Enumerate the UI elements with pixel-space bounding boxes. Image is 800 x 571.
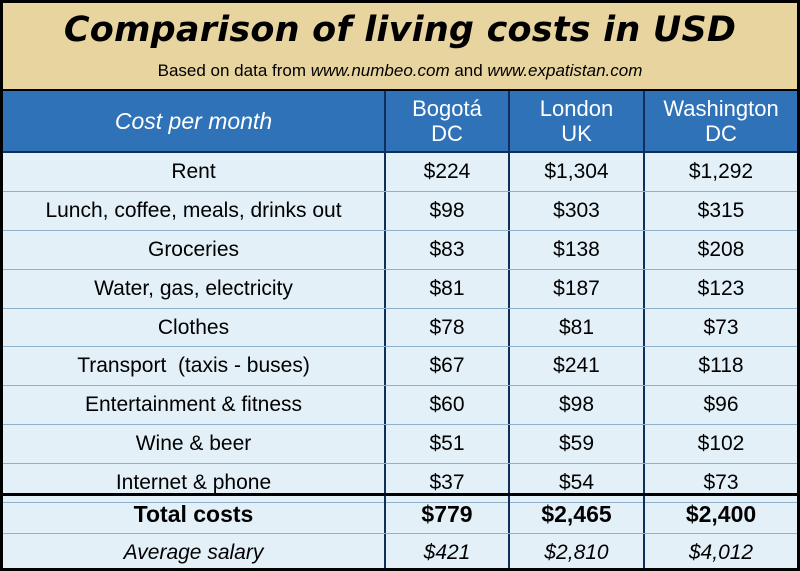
- value-cell: $81: [386, 269, 510, 308]
- column-header-line: Washington: [663, 96, 779, 121]
- column-header-london: London UK: [510, 91, 645, 151]
- title-banner: Comparison of living costs in USD Based …: [3, 3, 797, 91]
- row-label: Clothes: [3, 308, 386, 347]
- table-row: Wine & beer $51 $59 $102: [3, 425, 797, 465]
- salary-value-cell: $2,810: [510, 534, 645, 568]
- column-header-line: UK: [561, 121, 592, 146]
- value-cell: $60: [386, 386, 510, 425]
- average-salary-row: Average salary $421 $2,810 $4,012: [3, 534, 797, 568]
- table-row: Rent $224 $1,304 $1,292: [3, 153, 797, 192]
- page-title: Comparison of living costs in USD: [63, 10, 737, 50]
- table-row: Groceries $83 $138 $208: [3, 230, 797, 270]
- value-cell: $1,292: [688, 159, 754, 183]
- value-cell: $303: [510, 191, 645, 230]
- value-cell: $83: [386, 230, 510, 269]
- total-value-cell: $2,400: [685, 501, 757, 527]
- table-body: Rent $224 $1,304 $1,292 Lunch, coffee, m…: [3, 153, 797, 504]
- value-cell: $96: [703, 393, 739, 417]
- table-row: Lunch, coffee, meals, drinks out $98 $30…: [3, 191, 797, 231]
- value-cell: $315: [697, 198, 745, 222]
- row-label: Entertainment & fitness: [3, 386, 386, 425]
- value-cell: $187: [510, 269, 645, 308]
- value-cell: $81: [510, 308, 645, 347]
- row-label: Wine & beer: [3, 425, 386, 464]
- column-header-line: Bogotá: [412, 96, 482, 121]
- column-header-cost: Cost per month: [3, 91, 386, 151]
- column-header-line: DC: [431, 121, 463, 146]
- salary-value-cell: $4,012: [688, 540, 754, 564]
- source-and: and: [449, 61, 488, 80]
- table-row: Clothes $78 $81 $73: [3, 308, 797, 348]
- value-cell: $54: [510, 464, 645, 503]
- source-prefix: Based on data from: [157, 61, 311, 80]
- value-cell: $73: [703, 315, 739, 339]
- row-label: Transport (taxis - buses): [3, 347, 386, 386]
- salary-value-cell: $421: [386, 534, 510, 568]
- value-cell: $67: [386, 347, 510, 386]
- column-header-bogota: Bogotá DC: [386, 91, 510, 151]
- table-row: Internet & phone $37 $54 $73: [3, 464, 797, 504]
- table-summary: Total costs $779 $2,465 $2,400 Average s…: [3, 493, 797, 568]
- table-header-row: Cost per month Bogotá DC London UK Washi…: [3, 91, 797, 153]
- table-row: Water, gas, electricity $81 $187 $123: [3, 269, 797, 309]
- value-cell: $73: [703, 471, 739, 495]
- table-row: Entertainment & fitness $60 $98 $96: [3, 386, 797, 426]
- row-label: Lunch, coffee, meals, drinks out: [3, 191, 386, 230]
- column-header-washington: Washington DC: [645, 91, 797, 151]
- total-costs-row: Total costs $779 $2,465 $2,400: [3, 496, 797, 534]
- value-cell: $1,304: [510, 153, 645, 191]
- value-cell: $102: [697, 432, 745, 456]
- column-header-line: London: [539, 96, 614, 121]
- source-link-expatistan: www.expatistan.com: [487, 61, 643, 80]
- value-cell: $208: [697, 237, 745, 261]
- average-salary-label: Average salary: [3, 534, 386, 568]
- column-header-line: DC: [705, 121, 737, 146]
- value-cell: $37: [386, 464, 510, 503]
- source-note: Based on data from www.numbeo.com and ww…: [3, 61, 797, 81]
- row-label: Water, gas, electricity: [3, 269, 386, 308]
- row-label: Rent: [3, 153, 386, 191]
- row-label: Groceries: [3, 230, 386, 269]
- value-cell: $118: [698, 354, 744, 378]
- total-value-cell: $2,465: [510, 496, 645, 533]
- value-cell: $98: [386, 191, 510, 230]
- source-link-numbeo: www.numbeo.com: [310, 61, 450, 80]
- value-cell: $78: [386, 308, 510, 347]
- value-cell: $241: [510, 347, 645, 386]
- total-value-cell: $779: [386, 496, 510, 533]
- value-cell: $138: [510, 230, 645, 269]
- row-label: Internet & phone: [3, 464, 386, 503]
- total-costs-label: Total costs: [3, 496, 386, 533]
- table-row: Transport (taxis - buses) $67 $241 $118: [3, 347, 797, 387]
- value-cell: $123: [697, 276, 745, 300]
- value-cell: $51: [386, 425, 510, 464]
- column-header-cost-label: Cost per month: [114, 107, 273, 134]
- value-cell: $224: [386, 153, 510, 191]
- value-cell: $98: [510, 386, 645, 425]
- value-cell: $59: [510, 425, 645, 464]
